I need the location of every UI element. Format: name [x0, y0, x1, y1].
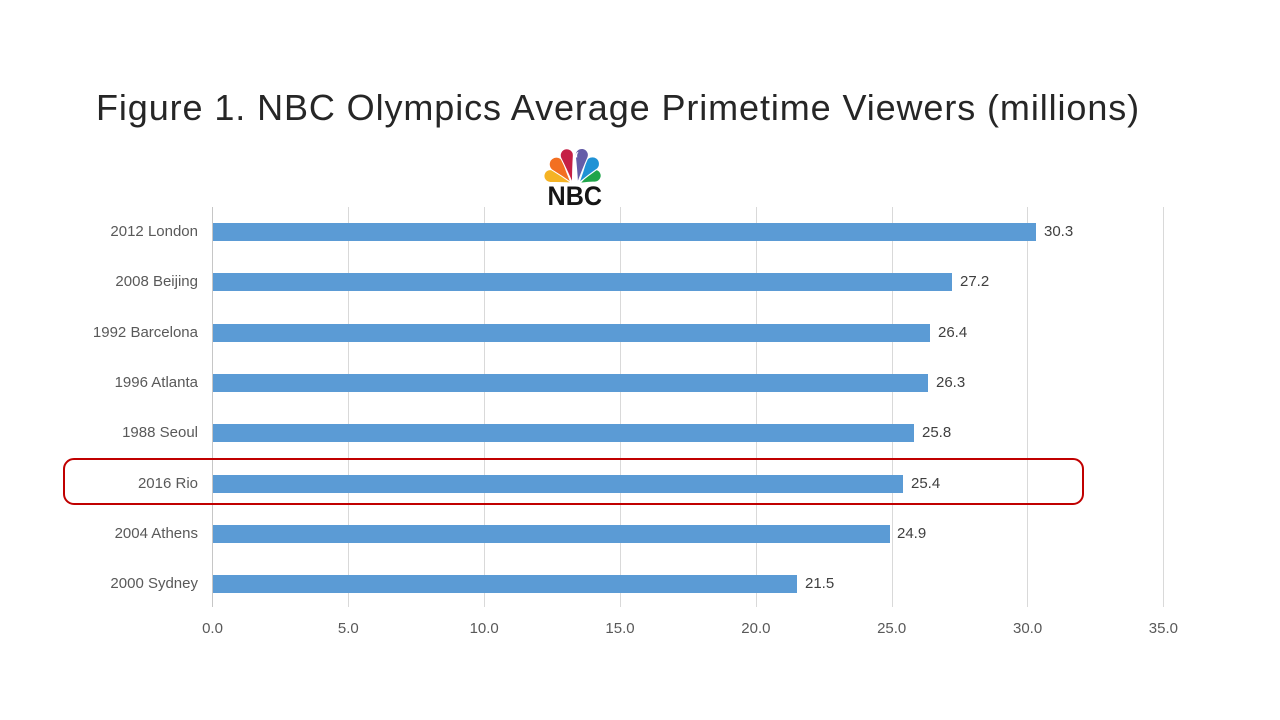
svg-text:NBC: NBC — [548, 181, 603, 208]
